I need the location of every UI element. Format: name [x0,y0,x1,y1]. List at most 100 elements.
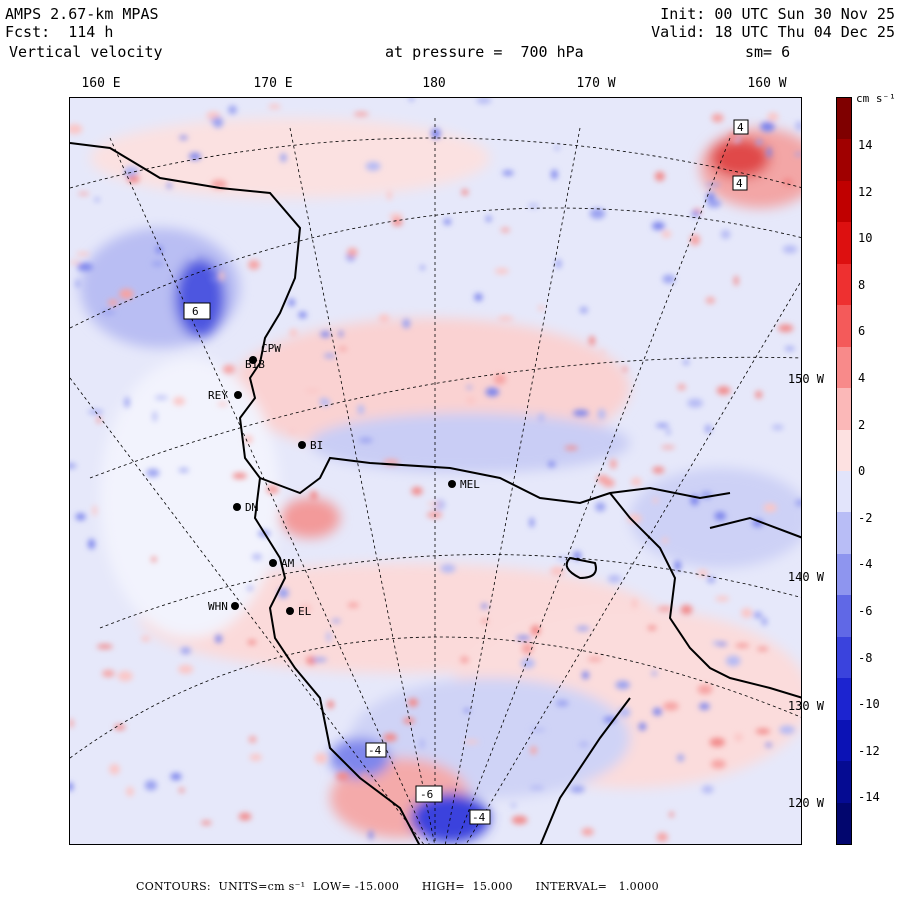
velocity-cell [755,728,771,735]
velocity-cell [378,314,390,323]
velocity-cell [247,586,253,590]
map-label-neg4a: -4 [368,744,382,757]
velocity-cell [167,183,172,189]
velocity-cell [677,384,686,391]
velocity-cell [581,828,594,836]
velocity-cell [651,671,657,676]
velocity-cell [530,728,546,732]
velocity-cell [243,435,253,444]
velocity-cell [219,270,225,282]
velocity-cell [280,153,287,162]
velocity-cell [707,576,716,583]
vertical-velocity-map[interactable]: 4 4 6 -4 -4 -6 CPW BIB REY BI DM AM WHN … [69,97,802,845]
velocity-cell [146,468,160,477]
velocity-cell [247,639,257,645]
velocity-cell [600,350,605,355]
velocity-cell [716,386,731,395]
velocity-cell [551,169,558,180]
velocity-cell [402,318,411,329]
velocity-cell [734,733,743,742]
velocity-cell [555,700,569,707]
velocity-cell [420,265,425,270]
velocity-cell [709,737,725,747]
colorbar-tick-label: 4 [858,371,866,385]
velocity-cell [715,596,730,602]
velocity-cell [383,733,398,742]
velocity-cell [705,424,712,433]
velocity-cell [75,513,86,521]
velocity-cell [677,754,685,762]
velocity-cell [573,551,581,561]
velocity-cell [102,670,115,677]
velocity-cell [464,740,479,744]
velocity-cell [319,397,327,404]
velocity-cell [765,743,772,747]
velocity-cell [409,98,414,101]
velocity-cell [358,437,373,443]
contour-info: CONTOURS: UNITS=cm s⁻¹ LOW= -15.000 HIGH… [136,880,659,893]
velocity-cell [248,736,257,743]
velocity-cell [189,252,196,259]
velocity-cell [70,463,77,469]
velocity-cell [347,602,359,608]
colorbar-tick-label: -10 [858,697,880,712]
velocity-cell [431,128,441,139]
velocity-cell [652,498,659,503]
velocity-cell [266,484,279,495]
velocity-cell [657,606,673,612]
map-label-neg4b: -4 [472,811,486,824]
station-cpw: CPW [261,342,281,355]
velocity-cell [622,366,628,372]
velocity-cell [662,537,668,544]
velocity-cell [277,587,289,599]
velocity-cell [151,556,157,562]
velocity-cell [298,311,307,319]
colorbar-segment [837,761,851,804]
velocity-cell [596,475,609,483]
velocity-cell [77,263,93,271]
velocity-cell [251,553,263,561]
velocity-cell [631,598,638,609]
lon-label-170e: 170 E [253,76,293,91]
velocity-cell [530,746,537,755]
velocity-cell [427,502,441,506]
velocity-cell [407,698,419,707]
smoothing-label: sm= 6 [745,43,791,61]
velocity-cell [403,717,415,724]
velocity-cell [411,486,423,496]
velocity-cell [564,446,579,450]
pressure-level: at pressure = 700 hPa [385,43,584,61]
velocity-cell [70,124,83,135]
lon-label-160e: 160 E [81,76,121,91]
map-label-neg6: -6 [420,788,433,801]
lon-label-180: 180 [422,76,446,91]
lat-label-150w: 150 W [787,372,824,386]
velocity-cell [215,634,223,643]
velocity-cell [70,260,82,264]
velocity-cell [70,782,74,792]
velocity-cell [151,261,164,267]
station-mel: MEL [460,478,480,491]
velocity-cell [179,135,188,140]
velocity-cell [476,98,492,104]
velocity-cell [88,538,95,550]
velocity-cell [152,411,157,422]
velocity-cell [289,328,298,337]
velocity-cell [76,252,90,256]
colorbar-segment [837,636,851,679]
velocity-cell [734,275,739,286]
velocity-cell [96,644,113,649]
velocity-cell [222,364,236,374]
velocity-cell [154,395,168,400]
velocity-cell [419,738,426,750]
velocity-cell [460,656,469,664]
velocity-cell [529,517,534,528]
lat-label-140w: 140 W [787,570,824,584]
velocity-cell [493,374,506,385]
velocity-cell [75,279,80,288]
map-canvas: 4 4 6 -4 -4 -6 [70,98,801,844]
forecast-hour: Fcst: 114 h [5,23,114,41]
velocity-cell [652,221,665,231]
velocity-cell [200,820,212,825]
velocity-cell [320,331,331,338]
